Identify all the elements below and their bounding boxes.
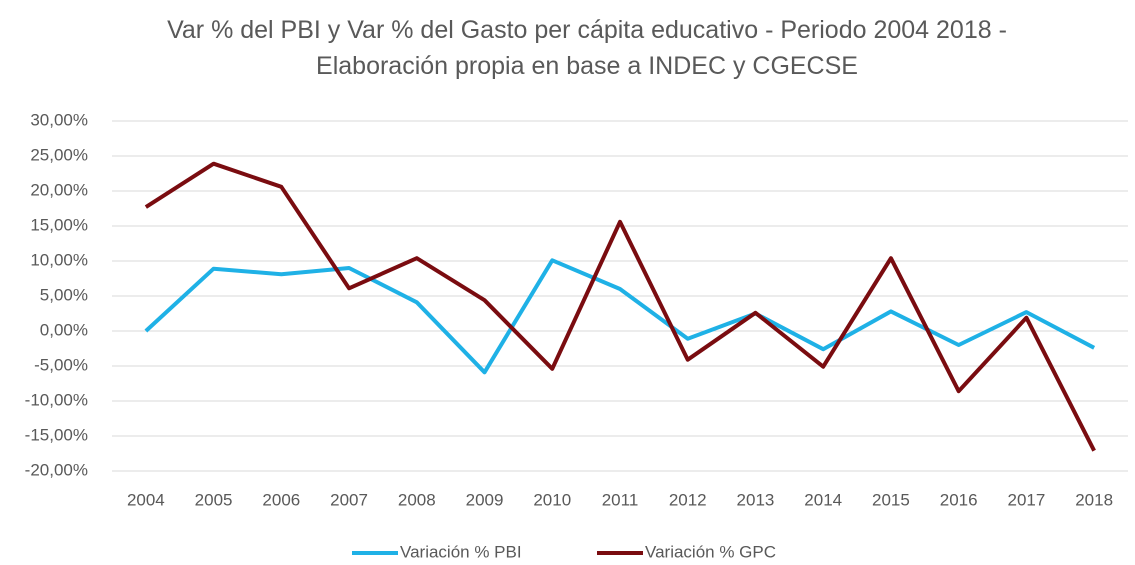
- y-tick-label: 30,00%: [30, 110, 88, 129]
- y-tick-label: -15,00%: [25, 425, 88, 444]
- x-tick-label: 2010: [533, 490, 571, 509]
- y-tick-label: 10,00%: [30, 250, 88, 269]
- y-tick-label: -20,00%: [25, 460, 88, 479]
- y-tick-label: 20,00%: [30, 180, 88, 199]
- series-line: [144, 161, 1096, 452]
- series-line: [144, 258, 1096, 375]
- x-tick-label: 2014: [804, 490, 842, 509]
- x-tick-label: 2007: [330, 490, 368, 509]
- x-tick-label: 2016: [940, 490, 978, 509]
- chart-title: Var % del PBI y Var % del Gasto per cápi…: [167, 16, 1007, 80]
- x-tick-label: 2011: [602, 490, 639, 509]
- x-tick-label: 2004: [127, 490, 165, 509]
- y-tick-label: 15,00%: [30, 215, 88, 234]
- legend-label: Variación % GPC: [645, 542, 776, 561]
- x-tick-label: 2018: [1075, 490, 1113, 509]
- x-tick-label: 2008: [398, 490, 436, 509]
- y-tick-label: -5,00%: [34, 355, 88, 374]
- y-tick-label: -10,00%: [25, 390, 88, 409]
- x-tick-label: 2005: [195, 490, 233, 509]
- x-tick-label: 2012: [669, 490, 707, 509]
- y-tick-label: 25,00%: [30, 145, 88, 164]
- x-tick-label: 2013: [737, 490, 775, 509]
- y-tick-label: 5,00%: [40, 285, 88, 304]
- x-tick-label: 2009: [466, 490, 504, 509]
- y-tick-label: 0,00%: [40, 320, 88, 339]
- x-tick-label: 2017: [1007, 490, 1045, 509]
- legend-label: Variación % PBI: [400, 542, 522, 561]
- x-tick-label: 2006: [262, 490, 300, 509]
- x-tick-label: 2015: [872, 490, 910, 509]
